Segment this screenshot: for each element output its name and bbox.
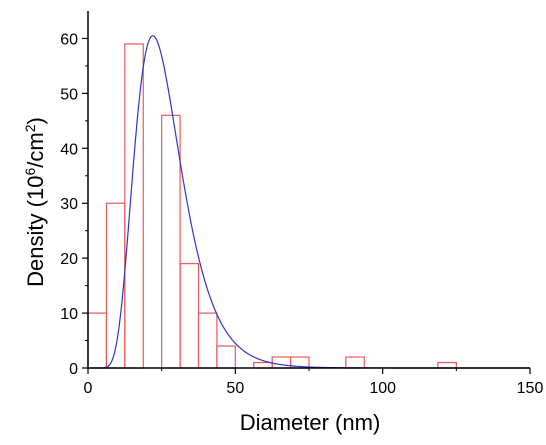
x-axis-title: Diameter (nm): [240, 410, 381, 435]
histogram-bar: [105, 202, 126, 369]
histogram-bar: [87, 312, 108, 369]
y-axis-title-end: ): [23, 117, 48, 124]
y-axis-title-sup1: 6: [22, 168, 38, 176]
y-axis-title-mid: /cm: [23, 132, 48, 167]
histogram-bar: [253, 361, 273, 369]
y-axis-title-sup2: 2: [22, 124, 38, 132]
histogram-bar: [179, 263, 200, 369]
x-tick-label: 100: [369, 380, 396, 397]
x-tick-label: 150: [517, 380, 544, 397]
x-tick-label: 0: [84, 380, 93, 397]
y-axis-title-main: Density (10: [23, 176, 48, 287]
y-tick-label: 50: [60, 86, 78, 103]
fit-curve: [92, 35, 530, 369]
histogram-bar: [161, 114, 181, 369]
y-tick-label: 60: [60, 31, 78, 48]
x-tick-labels: 0 50 100 150: [84, 380, 544, 397]
y-tick-label: 40: [60, 141, 78, 158]
y-tick-label: 30: [60, 196, 78, 213]
y-tick-label: 0: [69, 361, 78, 378]
axes: [82, 11, 531, 374]
y-axis-title: Density (106/cm2): [22, 117, 48, 287]
histogram-bar: [271, 356, 292, 369]
histogram-bar: [216, 345, 236, 369]
y-tick-labels: 0 10 20 30 40 50 60: [60, 31, 78, 378]
histogram-bars: [87, 43, 457, 369]
histogram-bar: [197, 312, 218, 369]
histogram-bar: [437, 361, 457, 369]
x-tick-label: 50: [226, 380, 244, 397]
y-tick-label: 20: [60, 251, 78, 268]
histogram-bar: [345, 356, 365, 369]
y-tick-label: 10: [60, 306, 78, 323]
